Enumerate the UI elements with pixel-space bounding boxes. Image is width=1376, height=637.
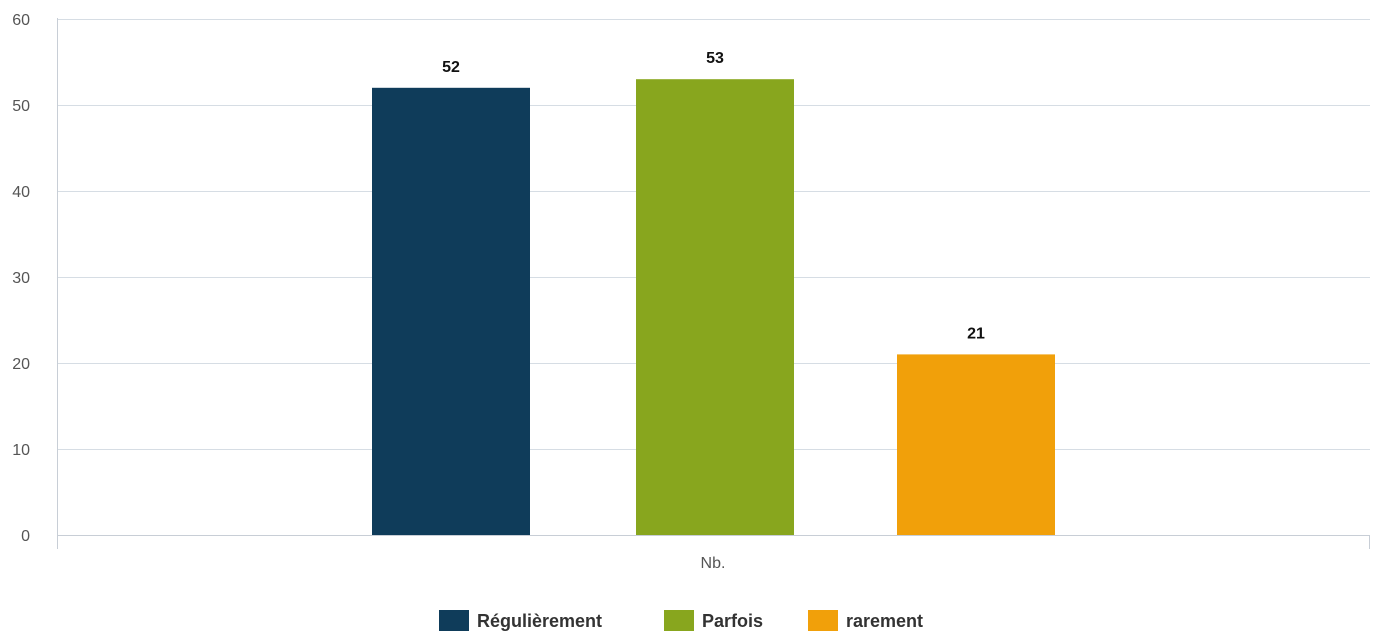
legend-label: Parfois [702, 611, 763, 631]
axes [57, 18, 1370, 549]
legend-swatch [808, 610, 838, 631]
data-label: 21 [967, 325, 985, 342]
bar-régulièrement [372, 87, 530, 536]
y-tick-label: 60 [12, 12, 30, 29]
y-tick-label: 10 [12, 442, 30, 459]
bars [372, 79, 1055, 536]
bar-parfois [636, 79, 794, 535]
legend-label: rarement [846, 611, 923, 631]
data-label: 52 [442, 59, 460, 76]
data-labels: 52 53 21 [442, 50, 985, 342]
legend-swatch [439, 610, 469, 631]
y-tick-label: 50 [12, 98, 30, 115]
legend: Régulièrement Parfois rarement [439, 610, 923, 631]
data-label: 53 [706, 50, 724, 67]
x-category-label: Nb. [701, 555, 726, 572]
legend-swatch [664, 610, 694, 631]
y-tick-label: 0 [21, 528, 30, 545]
y-tick-label: 20 [12, 356, 30, 373]
y-axis-tick-labels: 0 10 20 30 40 50 60 [12, 12, 30, 545]
y-tick-label: 30 [12, 270, 30, 287]
legend-label: Régulièrement [477, 611, 602, 631]
bar-rarement [897, 354, 1055, 535]
y-tick-label: 40 [12, 184, 30, 201]
